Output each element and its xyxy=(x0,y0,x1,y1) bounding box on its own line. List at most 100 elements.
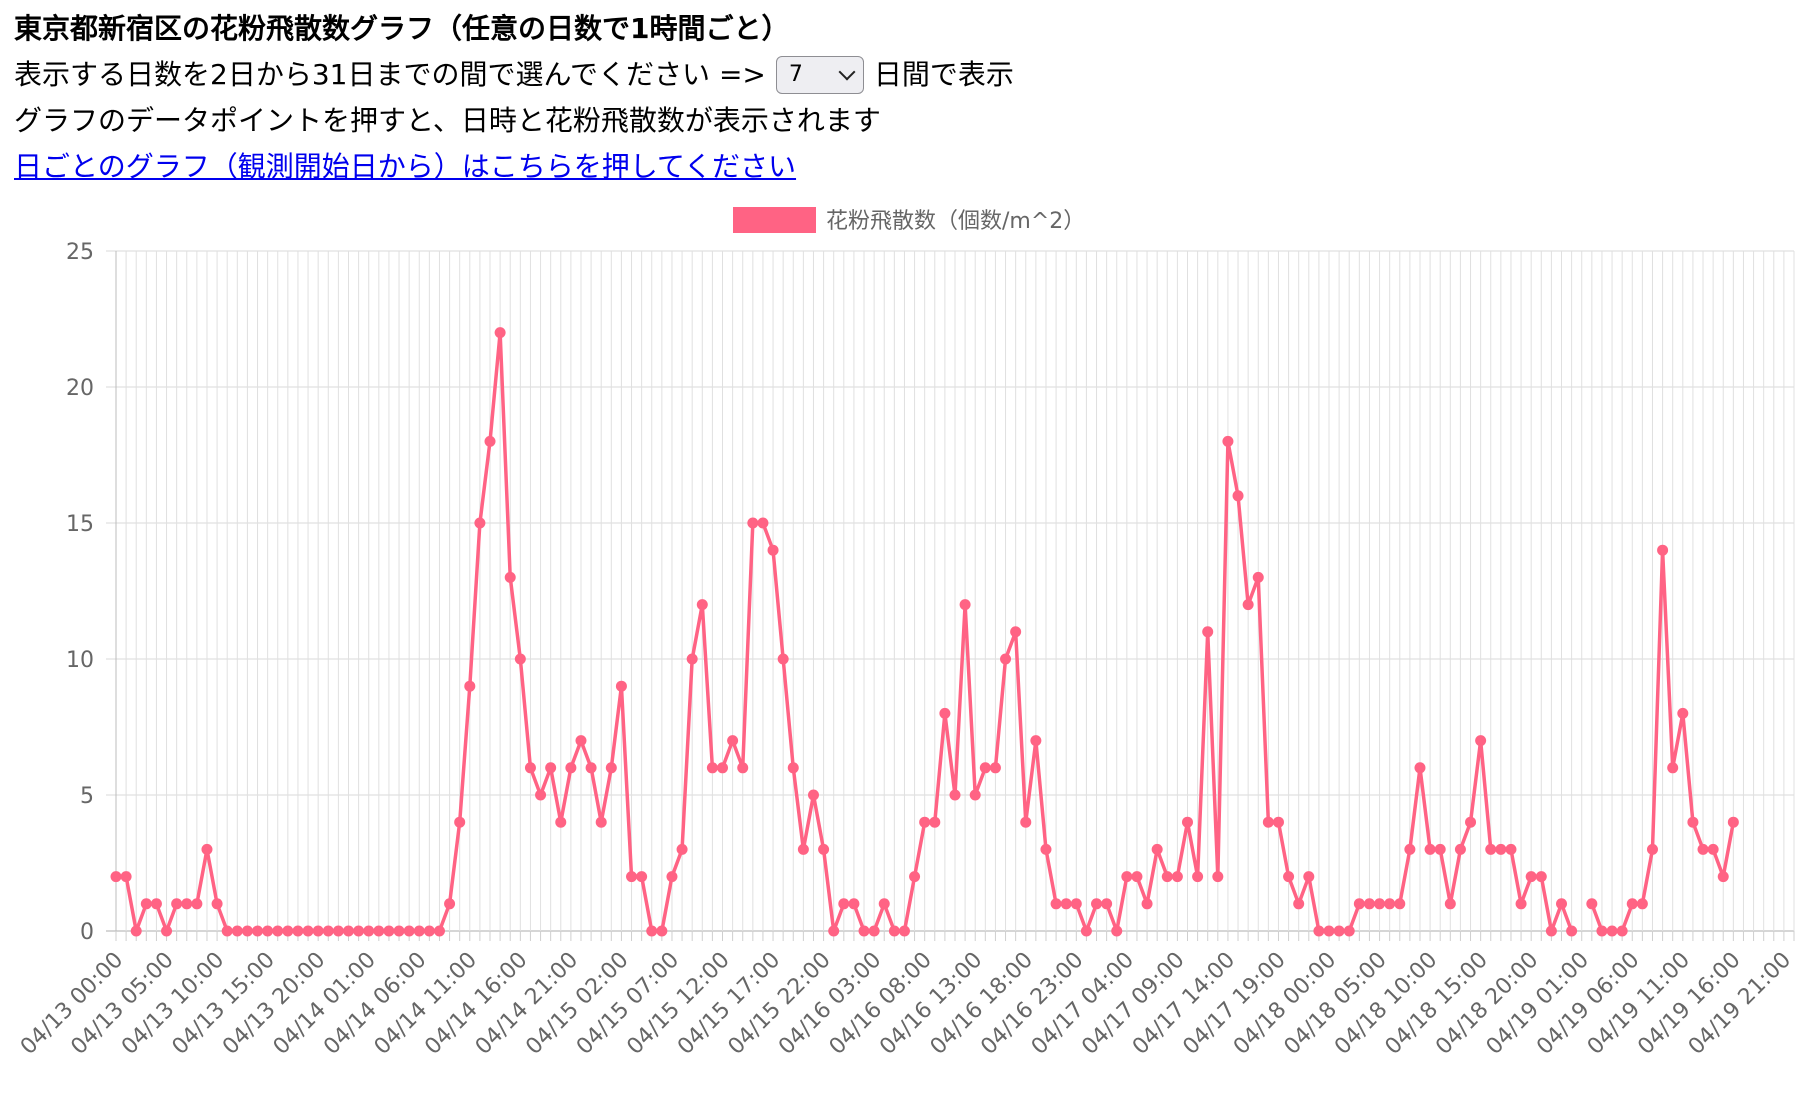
data-point[interactable] xyxy=(1394,898,1406,910)
data-point[interactable] xyxy=(1384,898,1396,910)
data-point[interactable] xyxy=(717,762,729,774)
data-point[interactable] xyxy=(535,789,547,801)
data-point[interactable] xyxy=(231,925,243,937)
data-point[interactable] xyxy=(615,680,627,692)
data-point[interactable] xyxy=(575,735,587,747)
data-point[interactable] xyxy=(1646,843,1658,855)
data-point[interactable] xyxy=(171,898,183,910)
data-point[interactable] xyxy=(1404,843,1416,855)
data-point[interactable] xyxy=(1414,762,1426,774)
data-point[interactable] xyxy=(332,925,344,937)
data-point[interactable] xyxy=(191,898,203,910)
data-point[interactable] xyxy=(838,898,850,910)
data-point[interactable] xyxy=(949,789,961,801)
data-point[interactable] xyxy=(585,762,597,774)
data-point[interactable] xyxy=(727,735,739,747)
data-point[interactable] xyxy=(555,816,567,828)
data-point[interactable] xyxy=(1212,871,1224,883)
data-point[interactable] xyxy=(1687,816,1699,828)
data-point[interactable] xyxy=(524,762,536,774)
data-point[interactable] xyxy=(252,925,264,937)
data-point[interactable] xyxy=(1303,871,1315,883)
data-point[interactable] xyxy=(201,843,213,855)
data-point[interactable] xyxy=(1454,843,1466,855)
data-point[interactable] xyxy=(1060,898,1072,910)
data-point[interactable] xyxy=(1131,871,1143,883)
data-point[interactable] xyxy=(1141,898,1153,910)
data-point[interactable] xyxy=(939,707,951,719)
data-point[interactable] xyxy=(1181,816,1193,828)
data-point[interactable] xyxy=(322,925,334,937)
data-point[interactable] xyxy=(272,925,284,937)
data-point[interactable] xyxy=(1707,843,1719,855)
data-point[interactable] xyxy=(110,871,122,883)
data-point[interactable] xyxy=(1566,925,1578,937)
data-point[interactable] xyxy=(919,816,931,828)
data-point[interactable] xyxy=(909,871,921,883)
data-point[interactable] xyxy=(1080,925,1092,937)
data-point[interactable] xyxy=(433,925,445,937)
data-point[interactable] xyxy=(696,599,708,611)
data-point[interactable] xyxy=(848,898,860,910)
data-point[interactable] xyxy=(1475,735,1487,747)
data-point[interactable] xyxy=(383,925,395,937)
data-point[interactable] xyxy=(1252,571,1264,583)
data-point[interactable] xyxy=(342,925,354,937)
data-point[interactable] xyxy=(818,843,830,855)
data-point[interactable] xyxy=(292,925,304,937)
data-point[interactable] xyxy=(353,925,365,937)
data-point[interactable] xyxy=(1313,925,1325,937)
data-point[interactable] xyxy=(1353,898,1365,910)
data-point[interactable] xyxy=(1070,898,1082,910)
data-point[interactable] xyxy=(1626,898,1638,910)
data-point[interactable] xyxy=(1161,871,1173,883)
data-point[interactable] xyxy=(797,843,809,855)
data-point[interactable] xyxy=(1616,925,1628,937)
data-point[interactable] xyxy=(1465,816,1477,828)
data-point[interactable] xyxy=(959,599,971,611)
data-point[interactable] xyxy=(302,925,314,937)
data-point[interactable] xyxy=(514,653,526,665)
data-point[interactable] xyxy=(161,925,173,937)
data-point[interactable] xyxy=(737,762,749,774)
data-point[interactable] xyxy=(1535,871,1547,883)
data-point[interactable] xyxy=(464,680,476,692)
data-point[interactable] xyxy=(989,762,1001,774)
data-point[interactable] xyxy=(1050,898,1062,910)
data-point[interactable] xyxy=(565,762,577,774)
daily-graph-link[interactable]: 日ごとのグラフ（観測開始日から）はこちらを押してください xyxy=(14,150,797,183)
data-point[interactable] xyxy=(676,843,688,855)
data-point[interactable] xyxy=(858,925,870,937)
data-point[interactable] xyxy=(1363,898,1375,910)
data-point[interactable] xyxy=(1596,925,1608,937)
data-point[interactable] xyxy=(120,871,132,883)
data-point[interactable] xyxy=(666,871,678,883)
data-point[interactable] xyxy=(626,871,638,883)
data-point[interactable] xyxy=(403,925,415,937)
data-point[interactable] xyxy=(1293,898,1305,910)
data-point[interactable] xyxy=(1495,843,1507,855)
data-point[interactable] xyxy=(1121,871,1133,883)
data-point[interactable] xyxy=(494,327,506,339)
data-point[interactable] xyxy=(706,762,718,774)
data-point[interactable] xyxy=(1586,898,1598,910)
data-point[interactable] xyxy=(181,898,193,910)
data-point[interactable] xyxy=(757,517,769,529)
data-point[interactable] xyxy=(656,925,668,937)
data-point[interactable] xyxy=(1262,816,1274,828)
data-point[interactable] xyxy=(929,816,941,828)
data-point[interactable] xyxy=(979,762,991,774)
data-point[interactable] xyxy=(444,898,456,910)
data-point[interactable] xyxy=(262,925,274,937)
data-point[interactable] xyxy=(888,925,900,937)
data-point[interactable] xyxy=(1727,816,1739,828)
data-point[interactable] xyxy=(1111,925,1123,937)
data-point[interactable] xyxy=(1717,871,1729,883)
data-point[interactable] xyxy=(646,925,658,937)
data-point[interactable] xyxy=(1171,871,1183,883)
data-point[interactable] xyxy=(1515,898,1527,910)
data-point[interactable] xyxy=(1434,843,1446,855)
data-point[interactable] xyxy=(474,517,486,529)
data-point[interactable] xyxy=(1505,843,1517,855)
data-point[interactable] xyxy=(595,816,607,828)
